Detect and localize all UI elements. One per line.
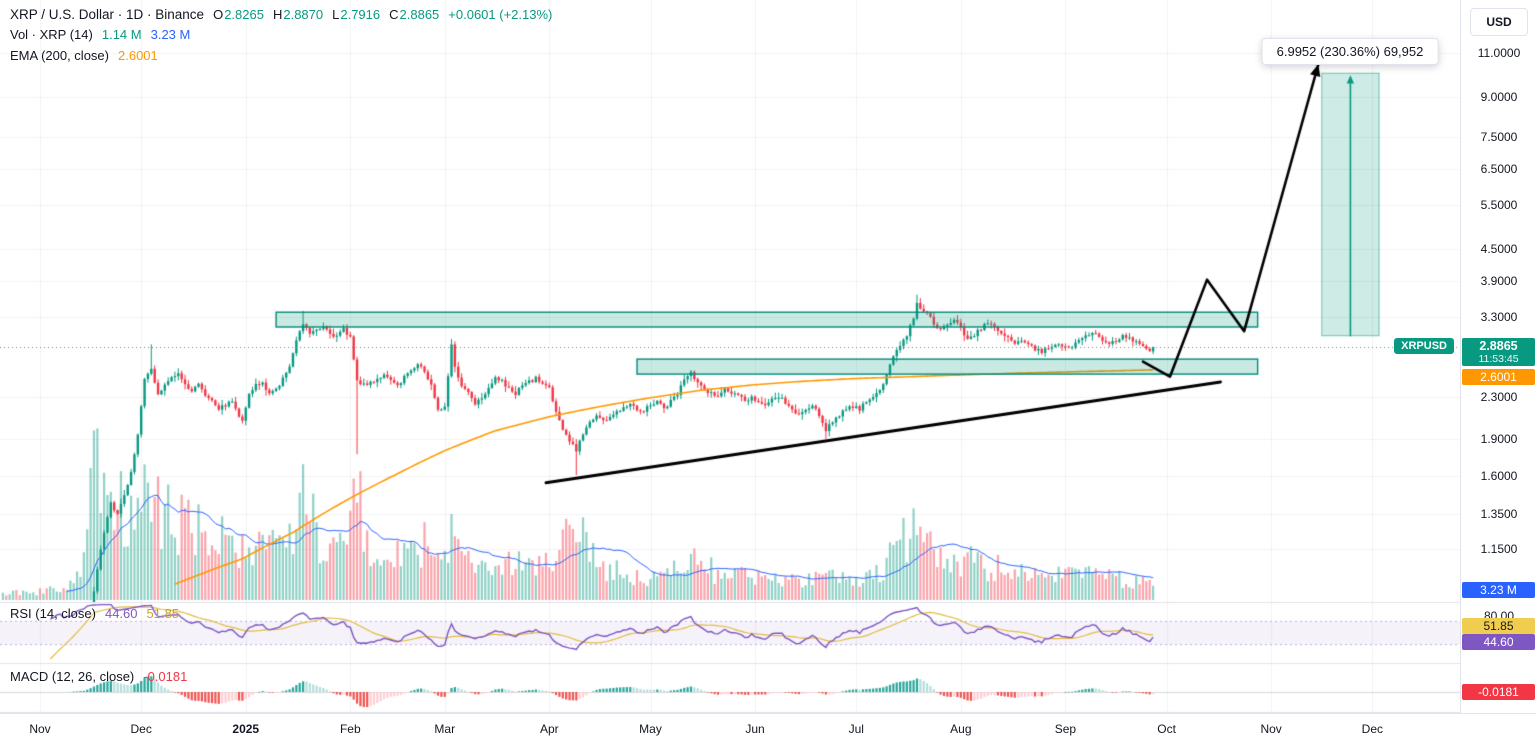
- rsi-legend[interactable]: RSI (14, close) 44.60 51.85: [10, 606, 179, 621]
- currency-toggle[interactable]: USD: [1470, 8, 1528, 36]
- price-axis-label: 6.5000: [1480, 161, 1518, 176]
- ohlc-low: L 2.7916: [332, 7, 380, 22]
- high-value: 2.8870: [283, 7, 324, 22]
- time-axis-label: Aug: [950, 722, 972, 736]
- open-value: 2.8265: [224, 7, 264, 22]
- close-label: C: [389, 7, 399, 22]
- low-label: L: [332, 7, 340, 22]
- close-value: 2.8865: [399, 7, 440, 22]
- price-axis-label: 3.9000: [1480, 273, 1518, 288]
- ema-price-badge: 2.6001: [1462, 368, 1535, 385]
- high-label: H: [272, 7, 283, 22]
- time-axis-label: Mar: [434, 722, 456, 736]
- price-axis-label: 3.3000: [1480, 310, 1518, 325]
- time-axis-label: Sep: [1054, 722, 1077, 736]
- price-axis-label: 1.6000: [1480, 469, 1518, 484]
- macd-value-badge: -0.0181: [1462, 684, 1535, 700]
- price-axis-label: 5.5000: [1480, 198, 1518, 213]
- price-axis-label: 11.0000: [1477, 46, 1521, 60]
- ema-legend[interactable]: EMA (200, close) 2.6001: [10, 48, 158, 63]
- change-value: +0.0601 (+2.13%): [448, 7, 553, 22]
- volume-indicator-title[interactable]: Vol · XRP (14): [10, 27, 93, 42]
- rsi-indicator-title[interactable]: RSI (14, close): [10, 606, 96, 621]
- time-axis-label: Jul: [848, 722, 864, 736]
- bar-countdown: 11:53:45: [1478, 352, 1519, 365]
- volume-ma-value: 3.23 M: [150, 27, 191, 42]
- rsi-value-badge: 44.60: [1462, 634, 1535, 651]
- price-axis-label: 1.9000: [1480, 431, 1518, 446]
- price-axis[interactable]: USD 2.8865 11:53:45 2.6001 3.23 M 80.00 …: [1460, 0, 1536, 745]
- rsi-value: 44.60: [104, 606, 138, 621]
- ema-indicator-title[interactable]: EMA (200, close): [10, 48, 109, 63]
- symbol-legend[interactable]: XRP / U.S. Dollar · 1D · Binance O 2.8265…: [10, 7, 552, 22]
- time-axis-label: May: [639, 722, 662, 736]
- macd-value: -0.0181: [143, 669, 188, 684]
- time-axis-label: Jun: [745, 722, 765, 736]
- volume-current-value: 1.14 M: [101, 27, 142, 42]
- time-axis-label: Dec: [1361, 722, 1383, 736]
- volume-legend[interactable]: Vol · XRP (14) 1.14 M 3.23 M: [10, 27, 190, 42]
- rsi-ma-badge: 51.85: [1462, 617, 1535, 634]
- price-axis-label: 4.5000: [1480, 242, 1518, 257]
- rsi-ma-value: 51.85: [146, 606, 180, 621]
- open-label: O: [213, 7, 224, 22]
- time-axis-label: Nov: [29, 722, 51, 736]
- ohlc-open: O 2.8265: [213, 7, 264, 22]
- time-axis-label: Apr: [539, 722, 559, 736]
- price-axis-label: 7.5000: [1480, 130, 1518, 145]
- time-axis-label: 2025: [232, 722, 260, 736]
- current-price-badge: 2.8865 11:53:45: [1462, 337, 1535, 366]
- time-axis-label: Oct: [1157, 722, 1176, 736]
- macd-indicator-title[interactable]: MACD (12, 26, close): [10, 669, 135, 684]
- time-axis-label: Dec: [130, 722, 152, 736]
- measure-tooltip: 6.9952 (230.36%) 69,952: [1261, 38, 1439, 65]
- price-axis-label: 1.3500: [1480, 506, 1518, 521]
- price-axis-label: 9.0000: [1480, 90, 1518, 105]
- symbol-title[interactable]: XRP / U.S. Dollar · 1D · Binance: [10, 7, 205, 22]
- volume-ma-badge: 3.23 M: [1462, 582, 1535, 598]
- time-axis-label: Nov: [1260, 722, 1282, 736]
- ohlc-high: H 2.8870: [273, 7, 323, 22]
- ema-value: 2.6001: [118, 48, 158, 63]
- symbol-price-pill: XRPUSD: [1394, 337, 1454, 354]
- time-axis-label: Feb: [339, 722, 361, 736]
- ohlc-close: C 2.8865: [389, 7, 439, 22]
- current-price-value: 2.8865: [1479, 338, 1518, 353]
- low-value: 2.7916: [340, 7, 381, 22]
- price-axis-label: 2.3000: [1480, 389, 1518, 404]
- macd-legend[interactable]: MACD (12, 26, close) -0.0181: [10, 669, 187, 684]
- price-axis-label: 1.1500: [1480, 542, 1518, 557]
- time-axis[interactable]: Nov Dec 2025 Feb Mar Apr May Jun Jul Aug Sep Oct Nov…: [0, 713, 1536, 745]
